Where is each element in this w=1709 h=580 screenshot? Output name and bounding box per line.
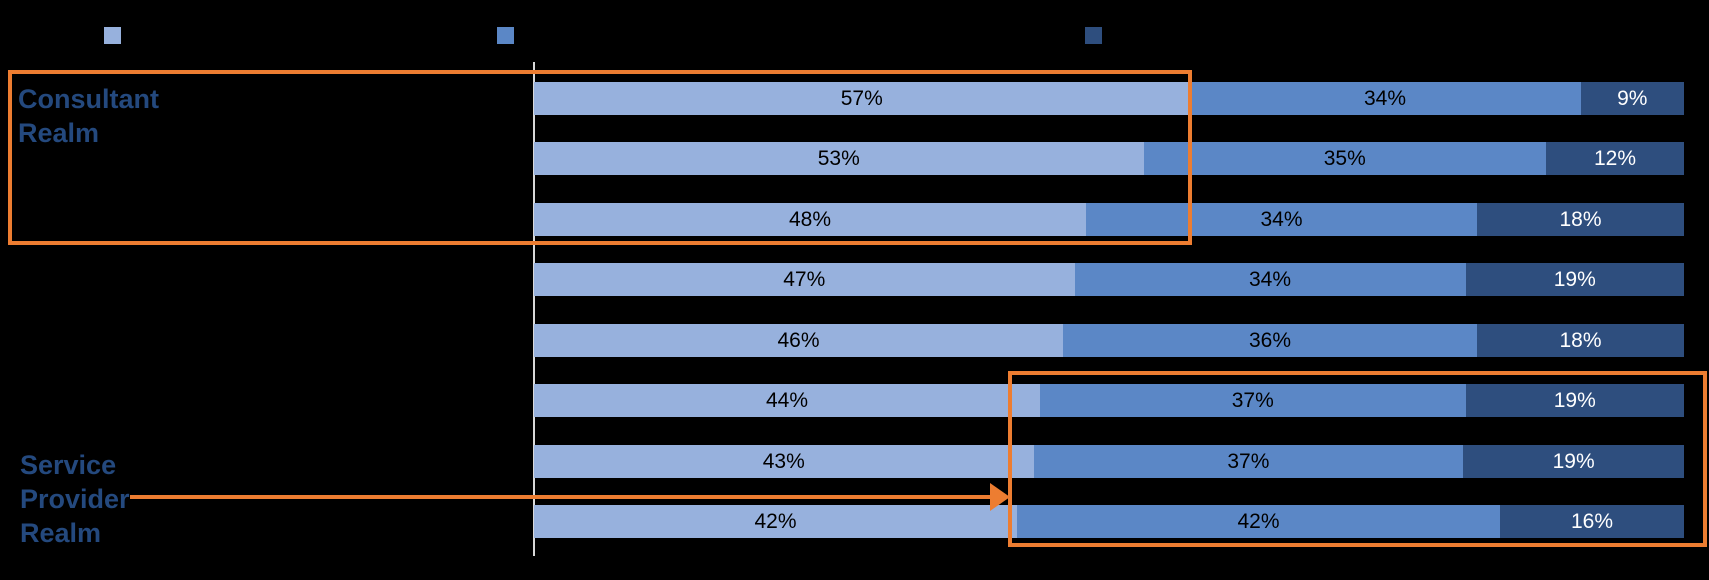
legend-swatch-segment-medium-blue: [497, 27, 514, 44]
bar-segment-segment-light-blue: 46%: [534, 324, 1063, 357]
bar-segment-segment-dark-blue: 19%: [1465, 263, 1684, 296]
consultant-realm-label: Consultant Realm: [18, 84, 159, 148]
bar-segment-segment-medium-blue: 42%: [1017, 505, 1500, 538]
bar-segment-segment-light-blue: 53%: [534, 142, 1144, 175]
bars-layer: 57% 34% 9% 53% 35% 12% 48% 34% 18% 47% 34% 19% 46% 36…: [534, 0, 1684, 580]
bar-segment-segment-medium-blue: 37%: [1033, 445, 1464, 478]
bar-segment-segment-light-blue: 43%: [534, 445, 1034, 478]
bar-segment-segment-dark-blue: 18%: [1477, 324, 1684, 357]
bar-segment-segment-medium-blue: 35%: [1143, 142, 1546, 175]
bar-value-label: 12%: [1593, 146, 1637, 170]
bar-value-label: 57%: [840, 86, 883, 110]
bar-row: 47% 34% 19%: [534, 263, 1684, 296]
service-provider-highlight-box: [1008, 371, 1707, 547]
bar-segment-segment-medium-blue: 36%: [1063, 324, 1477, 357]
bar-value-label: 43%: [762, 449, 805, 473]
bar-value-label: 46%: [777, 328, 820, 352]
bar-segment-segment-medium-blue: 34%: [1086, 203, 1477, 236]
bar-segment-segment-dark-blue: 19%: [1463, 445, 1684, 478]
bar-value-label: 35%: [1323, 146, 1366, 170]
bar-value-label: 19%: [1552, 449, 1595, 473]
bar-value-label: 53%: [817, 146, 860, 170]
consultant-realm-highlight-box: [8, 70, 1192, 245]
bar-value-label: 36%: [1248, 328, 1292, 352]
bar-value-label: 19%: [1553, 388, 1596, 412]
bar-segment-segment-light-blue: 48%: [534, 203, 1086, 236]
bar-value-label: 9%: [1617, 86, 1648, 110]
legend-swatch-segment-dark-blue: [1085, 27, 1102, 44]
bar-value-label: 47%: [783, 267, 826, 291]
bar-row: 42% 42% 16%: [534, 505, 1684, 538]
bar-segment-segment-dark-blue: 19%: [1465, 384, 1684, 417]
bar-value-label: 34%: [1260, 207, 1303, 231]
bar-row: 43% 37% 19%: [534, 445, 1684, 478]
bar-segment-segment-dark-blue: 12%: [1546, 142, 1684, 175]
arrow-head-icon: [990, 483, 1010, 511]
bar-segment-segment-dark-blue: 18%: [1477, 203, 1684, 236]
bar-row: 48% 34% 18%: [534, 203, 1684, 236]
bar-value-label: 37%: [1227, 449, 1270, 473]
service-provider-arrow-line: [130, 495, 991, 499]
bar-row: 57% 34% 9%: [534, 82, 1684, 115]
bar-row: 53% 35% 12%: [534, 142, 1684, 175]
bar-segment-segment-light-blue: 44%: [534, 384, 1040, 417]
bar-value-label: 18%: [1559, 207, 1602, 231]
bar-value-label: 34%: [1248, 267, 1292, 291]
bar-value-label: 44%: [765, 388, 809, 412]
bar-segment-segment-medium-blue: 37%: [1040, 384, 1466, 417]
chart-legend: [0, 0, 1709, 50]
bar-segment-segment-light-blue: 57%: [534, 82, 1190, 115]
bar-row: 44% 37% 19%: [534, 384, 1684, 417]
bar-segment-segment-medium-blue: 34%: [1074, 263, 1466, 296]
bar-value-label: 16%: [1570, 509, 1614, 533]
bar-value-label: 34%: [1363, 86, 1407, 110]
bar-segment-segment-dark-blue: 9%: [1580, 82, 1684, 115]
bar-value-label: 48%: [788, 207, 832, 231]
bar-segment-segment-light-blue: 47%: [534, 263, 1075, 296]
bar-value-label: 42%: [754, 509, 797, 533]
bar-segment-segment-light-blue: 42%: [534, 505, 1017, 538]
bar-row: 46% 36% 18%: [534, 324, 1684, 357]
bar-value-label: 18%: [1559, 328, 1602, 352]
bar-value-label: 42%: [1237, 509, 1280, 533]
y-axis-line: [533, 62, 535, 556]
bar-value-label: 37%: [1231, 388, 1274, 412]
legend-swatch-segment-light-blue: [104, 27, 121, 44]
service-provider-realm-label: Service Provider Realm: [20, 450, 130, 548]
bar-segment-segment-dark-blue: 16%: [1500, 505, 1684, 538]
bar-value-label: 19%: [1553, 267, 1596, 291]
bar-segment-segment-medium-blue: 34%: [1189, 82, 1581, 115]
